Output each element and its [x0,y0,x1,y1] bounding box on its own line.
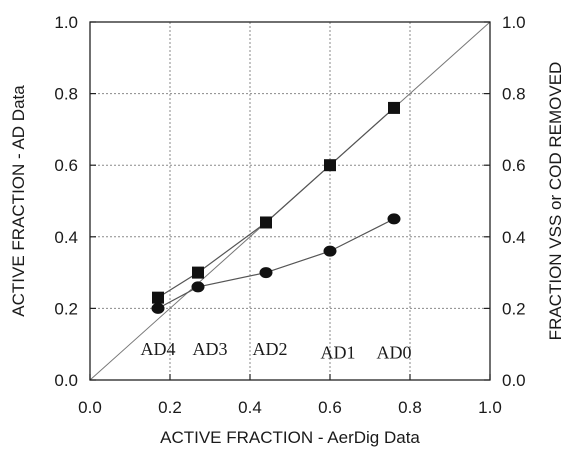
series-layer [151,101,401,314]
y2-tick-label: 1.0 [502,13,526,32]
x-tick-label: 0.4 [238,398,262,417]
y-tick-label: 0.0 [54,371,78,390]
circle-marker [323,245,337,257]
y-axis-title: ACTIVE FRACTION - AD Data [9,85,28,317]
y2-tick-label: 0.4 [502,228,526,247]
y2-axis-title: FRACTION VSS or COD REMOVED [546,62,565,341]
y-tick-label: 0.4 [54,228,78,247]
square-marker [192,266,204,279]
x-tick-label: 0.6 [318,398,342,417]
circle-marker [259,267,273,279]
annotation-label: AD1 [321,343,356,363]
square-marker [152,291,164,304]
x-tick-label: 0.2 [158,398,182,417]
x-tick-label: 1.0 [478,398,502,417]
plot-frame [89,21,491,381]
circle-marker [387,213,401,225]
y-tick-label: 0.8 [54,85,78,104]
x-tick-label: 0.0 [78,398,102,417]
series-circle-line [157,218,395,309]
annotation-layer: AD4 AD3 AD2 AD1 AD0 [141,339,412,363]
circle-marker [151,302,165,314]
y-tick-label: 0.2 [54,299,78,318]
annotation-label: AD3 [193,339,228,359]
annotation-label: AD0 [377,343,412,363]
y2-tick-label: 0.6 [502,156,526,175]
grid-layer [90,22,490,380]
y2-tick-label: 0.0 [502,371,526,390]
y2-tick-label: 0.8 [502,85,526,104]
annotation-label: AD2 [253,339,288,359]
y2-tick-label: 0.2 [502,299,526,318]
square-marker [260,216,272,229]
annotation-label: AD4 [141,339,176,359]
y-tick-label: 0.6 [54,156,78,175]
circle-marker [191,281,205,293]
square-marker [388,101,400,114]
x-tick-label: 0.8 [398,398,422,417]
tick-layer: 0.0 0.2 0.4 0.6 0.8 1.00.00.20.40.60.81.00.00… [54,13,525,417]
x-axis-title: ACTIVE FRACTION - AerDig Data [160,428,420,447]
y-tick-label: 1.0 [54,13,78,32]
square-marker [324,159,336,172]
